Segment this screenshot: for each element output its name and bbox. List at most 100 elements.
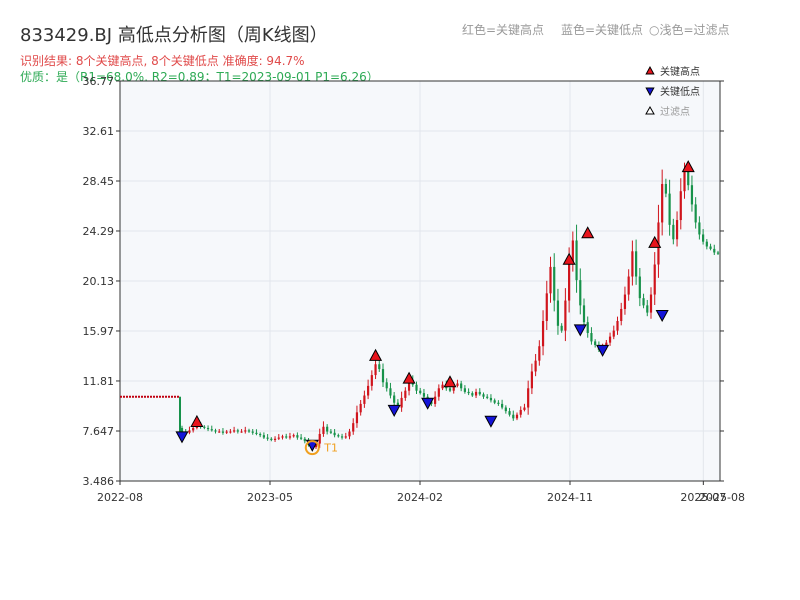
- key-high-marker: [190, 414, 204, 427]
- candle-body: [564, 300, 567, 331]
- candle-body: [266, 437, 269, 439]
- candle-body: [515, 414, 519, 419]
- candle-body: [262, 435, 265, 438]
- candle-body: [188, 430, 191, 433]
- candle-body: [698, 222, 701, 235]
- key-high-marker: [369, 348, 383, 361]
- key-high-marker: [681, 160, 695, 173]
- candle-body: [337, 435, 340, 437]
- filtered-point-label: T1: [323, 442, 338, 455]
- candle-body: [672, 224, 675, 240]
- candle-body: [534, 360, 537, 372]
- candle-body: [374, 364, 377, 376]
- candle-body: [549, 266, 552, 294]
- candle-body: [456, 383, 459, 386]
- candle-body: [419, 390, 422, 394]
- candle-body: [493, 400, 496, 403]
- candle-body: [512, 414, 515, 419]
- x-tick-label: 2023-05: [247, 491, 293, 504]
- candle-body: [649, 294, 653, 313]
- candle-body: [556, 300, 560, 326]
- candle-body: [664, 183, 667, 194]
- candle-body: [221, 431, 225, 433]
- legend-note-low: 蓝色=关键低点: [561, 23, 644, 37]
- candle-body: [687, 170, 690, 186]
- legend-filter-icon: [645, 105, 655, 115]
- candle-body: [370, 375, 373, 386]
- candle-body: [575, 240, 578, 281]
- candle-body: [441, 384, 444, 389]
- candle-body: [635, 251, 638, 277]
- key-high-marker: [443, 375, 457, 388]
- candle-body: [367, 385, 370, 396]
- candle-body: [359, 403, 362, 413]
- candle-body: [404, 390, 407, 398]
- result-summary: 识别结果: 8个关键高点, 8个关键低点 准确度: 94.7%: [20, 54, 305, 68]
- candle-body: [452, 385, 455, 391]
- y-tick-label: 15.97: [83, 325, 115, 338]
- candle-body: [590, 333, 593, 342]
- key-high-marker: [648, 235, 662, 248]
- candle-body: [247, 430, 251, 432]
- candle-body: [716, 252, 720, 254]
- candle-body: [326, 426, 329, 432]
- candle-body: [705, 241, 708, 247]
- candle-body: [288, 436, 292, 438]
- candle-body: [675, 220, 679, 240]
- candle-body: [214, 430, 217, 432]
- candle-body: [616, 320, 619, 331]
- candle-body: [568, 263, 571, 301]
- candle-body: [571, 240, 574, 264]
- candle-body: [344, 436, 347, 438]
- candle-body: [277, 437, 280, 439]
- candle-body: [553, 266, 556, 301]
- candle-body: [385, 382, 388, 389]
- candle-body: [281, 436, 284, 438]
- candle-body: [582, 305, 586, 323]
- candle-body: [251, 431, 254, 433]
- candle-body: [482, 394, 485, 397]
- candle-body: [192, 427, 195, 431]
- candle-body: [352, 423, 355, 432]
- key-low-marker: [596, 344, 610, 357]
- key-low-marker: [421, 397, 435, 410]
- candle-body: [218, 431, 221, 433]
- candle-body: [389, 388, 392, 396]
- candle-body: [393, 395, 396, 403]
- key-high-marker: [581, 226, 595, 239]
- candle-body: [709, 246, 712, 249]
- y-tick-label: 24.29: [83, 225, 115, 238]
- y-tick-label: 11.81: [83, 375, 115, 388]
- key-low-marker: [387, 404, 401, 417]
- candle-body: [422, 393, 426, 397]
- candle-body: [501, 403, 504, 408]
- candle-body: [653, 264, 656, 295]
- candle-body: [638, 276, 641, 299]
- candle-body: [210, 429, 213, 431]
- plot-frame: [119, 80, 721, 482]
- y-tick-label: 36.77: [83, 75, 115, 88]
- x-tick-label-end: 2025-08: [699, 491, 745, 504]
- candle-body: [229, 431, 232, 433]
- candle-body: [623, 294, 627, 309]
- y-tick-label: 32.61: [83, 125, 115, 138]
- candle-body: [679, 191, 682, 221]
- candle-body: [273, 438, 277, 440]
- candle-body: [631, 251, 634, 277]
- legend-low-icon: [645, 87, 655, 97]
- candle-body: [448, 388, 452, 391]
- candle-body: [363, 395, 366, 404]
- candle-body: [545, 293, 548, 321]
- candle-body: [489, 397, 493, 401]
- candle-body: [519, 409, 522, 415]
- candle-body: [702, 234, 705, 242]
- candle-body: [355, 412, 359, 424]
- key-low-marker: [484, 415, 498, 428]
- candle-body: [586, 322, 589, 334]
- candle-body: [348, 431, 351, 437]
- candle-body: [504, 407, 507, 412]
- candle-body: [612, 330, 615, 337]
- candle-body: [579, 280, 582, 306]
- legend-high-icon: [645, 65, 655, 75]
- candle-body: [683, 170, 686, 192]
